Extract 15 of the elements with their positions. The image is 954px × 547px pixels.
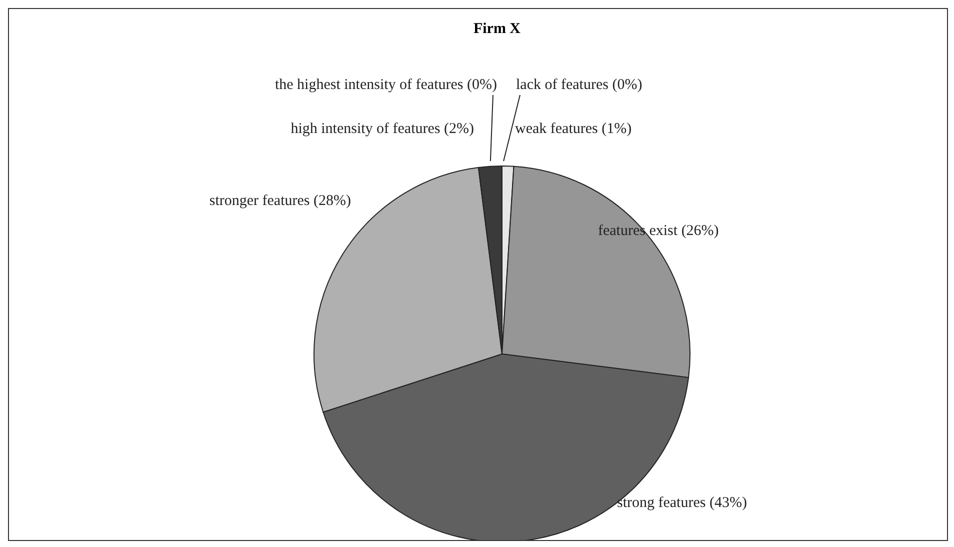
slice-label: strong features [617, 495, 706, 511]
data-label: (26%) [681, 223, 719, 239]
text: (0%) [467, 77, 497, 93]
data-label: (43%) [709, 495, 747, 511]
slice-label: stronger features [209, 193, 310, 209]
chart-title: Firm X [473, 21, 521, 37]
text: (0%) [612, 77, 642, 93]
data-label: (28%) [314, 193, 351, 209]
category-label: lack of features [516, 77, 608, 93]
slice-label: weak features [515, 121, 598, 137]
slice-label: features exist [598, 223, 678, 239]
category-label: the highest intensity of features [274, 77, 464, 93]
data-label: (1%) [602, 121, 632, 137]
data-label: (2%) [444, 121, 474, 137]
slice-label: high intensity of features [290, 121, 440, 137]
